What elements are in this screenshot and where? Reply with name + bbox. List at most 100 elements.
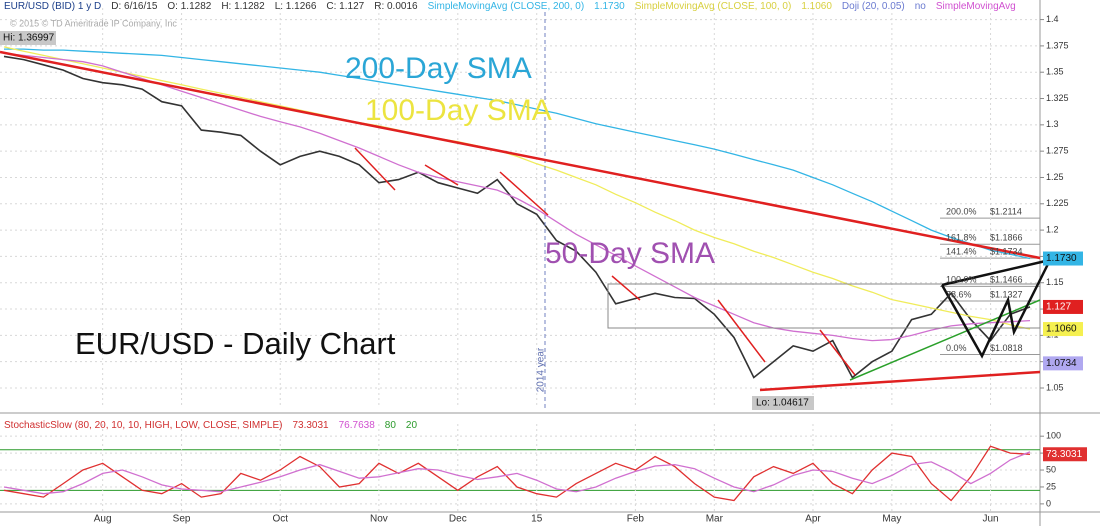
header-item: L: 1.1266 [274,1,317,12]
y-tick-label: 1.225 [1046,198,1069,208]
price-badge [1043,356,1083,371]
header-item: O: 1.1282 [167,1,212,12]
indicator-line [3,445,1031,502]
x-tick-label: Feb [627,514,645,525]
study-level: 20 [405,420,418,431]
trendline [759,370,1041,392]
indicator-line [3,46,1031,330]
trendline [717,299,766,363]
header-item: Doji (20, 0.05) [841,1,905,12]
fib-level: 100.0% [946,275,977,285]
header-item: 1.1730 [594,1,625,12]
y-tick-label: 0 [1046,498,1051,508]
y-tick-label: 50 [1046,464,1056,474]
sma100-annotation: 100-Day SMA [365,94,552,127]
fib-level: 0.0% [946,343,967,353]
x-tick-label: Aug [94,514,112,525]
lo-label: Lo: 1.04617 [756,398,809,409]
study-title: StochasticSlow (80, 20, 10, 10, HIGH, LO… [4,420,283,431]
study-value: 73.3031 [292,420,329,431]
trendline [424,164,459,186]
x-tick-label: May [882,514,901,525]
y-tick-label: 25 [1046,481,1056,491]
x-tick-label: Dec [449,514,467,525]
study-level: 80 [384,420,396,431]
year-label: 2014 year [536,347,547,392]
fib-level: 141.4% [946,246,977,256]
header-item: 1.1060 [801,1,832,12]
fib-price: $1.0818 [990,343,1023,353]
price-badge-label: 1.127 [1046,302,1071,313]
y-tick-label: 1.3 [1046,119,1059,129]
indicator-line [3,52,1031,342]
trendline [354,147,396,191]
x-tick-label: Jun [982,514,998,525]
header-item: SimpleMovingAvg [935,1,1016,12]
price-badge [1043,322,1083,337]
fib-price: $1.1327 [990,289,1023,299]
header-item: H: 1.1282 [221,1,265,12]
header-item: D: 6/16/15 [111,1,158,12]
grid [0,8,1044,512]
fib-price: $1.1866 [990,233,1023,243]
x-tick-label: Nov [370,514,388,525]
header-item: SimpleMovingAvg (CLOSE, 200, 0) [427,1,585,12]
study-header-bar: StochasticSlow (80, 20, 10, 10, HIGH, LO… [0,419,419,433]
y-tick-label: 1.15 [1046,277,1064,287]
y-tick-label: 1.05 [1046,382,1064,392]
fib-price: $1.2114 [990,206,1022,216]
fib-level: 161.8% [946,233,977,243]
price-badge [1043,251,1083,266]
header-item: EUR/USD (BID) 1 y D [4,1,102,12]
price-badge [1043,299,1083,314]
fib-price: $1.1734 [990,246,1023,256]
y-tick-label: 100 [1046,431,1061,441]
price-badge-label: 1.1060 [1046,324,1077,335]
price-badge-label: 1.1730 [1046,253,1077,264]
sma200-annotation: 200-Day SMA [345,52,532,85]
price-line [3,55,1031,379]
header-item: SimpleMovingAvg (CLOSE, 100, 0) [634,1,792,12]
hi-label: Hi: 1.36997 [3,33,55,44]
trendline [611,275,641,301]
y-tick-label: 1.25 [1046,172,1064,182]
trendline [499,171,549,216]
main-annotation: EUR/USD - Daily Chart [75,326,396,361]
header-item: C: 1.127 [326,1,365,12]
header-item: no [914,1,926,12]
x-tick-label: Mar [706,514,724,525]
x-tick-label: 15 [531,514,543,525]
y-tick-label: 1.4 [1046,14,1059,24]
y-tick-label: 1.35 [1046,67,1064,77]
trendline [0,50,1041,260]
sma50-annotation: 50-Day SMA [545,237,715,270]
indicator-line [3,451,1031,495]
x-tick-label: Oct [272,514,288,525]
price-badge-label: 1.0734 [1046,358,1077,369]
copyright: © 2015 © TD Ameritrade IP Company, Inc [10,18,177,28]
series-layer [3,46,1031,502]
hi-box [0,31,56,45]
trendline [849,299,1041,381]
x-tick-label: Apr [805,514,821,525]
y-tick-label: 1.325 [1046,93,1069,103]
fib-price: $1.1466 [990,275,1023,285]
fib-level: 78.6% [946,289,972,299]
y-tick-label: 1.375 [1046,40,1069,50]
header-bar: EUR/USD (BID) 1 y D D: 6/16/15 O: 1.1282 H:… [0,0,1018,14]
header-item: R: 0.0016 [374,1,418,12]
trendline [819,329,856,376]
fib-box [607,283,1041,329]
y-tick-label: 1.275 [1046,146,1069,156]
fib-level: 200.0% [946,206,977,216]
lo-box [752,396,814,410]
study-badge [1043,447,1087,462]
indicator-line [4,48,1031,260]
study-value: 76.7638 [338,420,375,431]
pattern-line [940,258,1053,359]
x-tick-label: Sep [173,514,191,525]
y-tick-label: 1.2 [1046,224,1059,234]
study-badge-label: 73.3031 [1046,449,1083,460]
